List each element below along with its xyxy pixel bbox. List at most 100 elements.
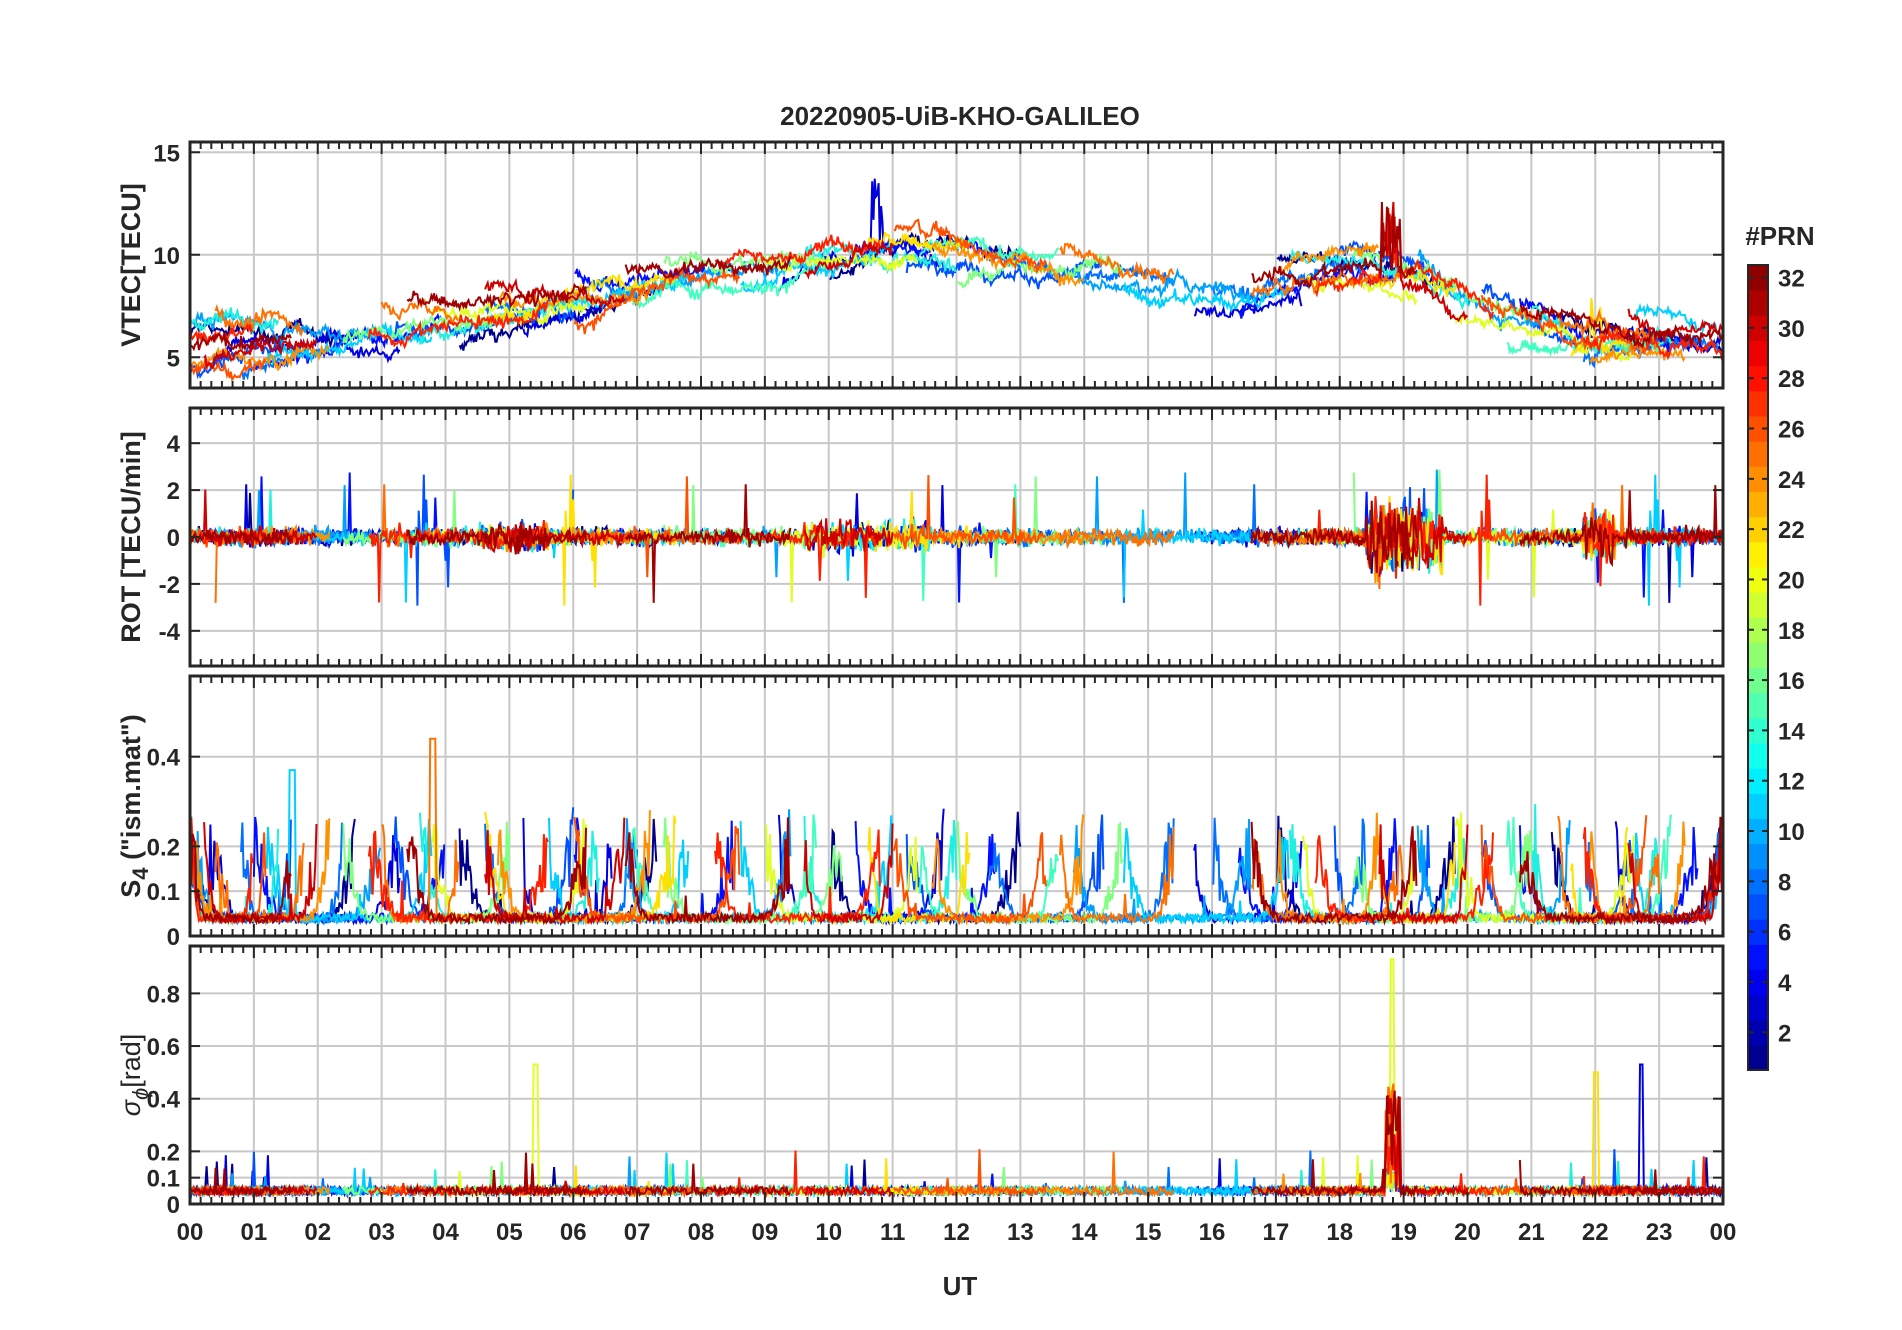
colorbar-segment — [1748, 365, 1768, 392]
x-tick-label: 12 — [943, 1219, 970, 1246]
colorbar-segment — [1748, 642, 1768, 669]
panel-vtec-ticks — [189, 142, 1724, 388]
y-tick-label: 5 — [167, 345, 180, 372]
colorbar-tick-label: 28 — [1778, 366, 1805, 393]
y-tick-label: -2 — [159, 572, 180, 599]
colorbar-tick-label: 22 — [1778, 517, 1805, 544]
colorbar-segment — [1748, 592, 1768, 618]
colorbar-segment — [1748, 868, 1768, 895]
x-tick-label: 00 — [177, 1219, 204, 1246]
colorbar-segment — [1748, 1044, 1768, 1071]
x-tick-label: 18 — [1326, 1219, 1353, 1246]
colorbar-tick-label: 18 — [1778, 618, 1805, 645]
x-axis-label: UT — [943, 1271, 978, 1301]
colorbar-segment — [1748, 315, 1768, 342]
panel-s4-series — [190, 737, 1723, 927]
x-tick-label: 17 — [1263, 1219, 1290, 1246]
panel-s4-ticks — [189, 676, 1724, 937]
x-tick-label: 21 — [1518, 1219, 1545, 1246]
colorbar-segment — [1748, 919, 1768, 945]
series-line-prn-31 — [190, 816, 1723, 926]
panel-s4: 0 0.1 0.2 0.4S4 ("ism.mat") — [116, 674, 1725, 951]
series-line-prn-15 — [342, 469, 1533, 578]
colorbar-segment — [1748, 617, 1768, 643]
colorbar-tick-label: 20 — [1778, 567, 1805, 594]
series-line-prn-15 — [342, 247, 1533, 344]
x-tick-label: 04 — [432, 1219, 459, 1246]
colorbar-segment — [1748, 340, 1768, 367]
colorbar-tick-label: 32 — [1778, 266, 1805, 293]
series-line-prn-30 — [203, 489, 1723, 577]
y-axis-label-s4: S4 ("ism.mat") — [116, 714, 153, 897]
x-tick-label: 10 — [815, 1219, 842, 1246]
y-tick-label: 0 — [167, 525, 180, 552]
colorbar-segment — [1748, 466, 1768, 493]
y-axis-label-rot: ROT [TECU/min] — [116, 431, 146, 642]
x-tick-label: 00 — [1710, 1219, 1737, 1246]
colorbar-label: #PRN — [1745, 221, 1814, 251]
series-line-prn-24 — [190, 240, 1686, 372]
y-axis-label-vtec: VTEC[TECU] — [116, 183, 146, 347]
panel-vtec: 5 10 15 VTEC[TECU] — [116, 140, 1725, 390]
colorbar-segment — [1748, 692, 1768, 719]
y-axis-label-sigphi: σϕ[rad] — [116, 1034, 153, 1117]
colorbar-tick-label: 24 — [1778, 467, 1805, 494]
chart-title: 20220905-UiB-KHO-GALILEO — [780, 101, 1140, 131]
colorbar-tick-label: 26 — [1778, 417, 1805, 444]
colorbar-segment — [1748, 768, 1768, 794]
y-tick-label: 10 — [153, 243, 180, 270]
y-tick-label: 0.6 — [147, 1034, 180, 1061]
x-tick-label: 02 — [304, 1219, 331, 1246]
y-tick-label: 0 — [167, 1192, 180, 1219]
x-tick-label: 11 — [880, 1219, 905, 1246]
colorbar-tick-label: 2 — [1778, 1020, 1791, 1047]
panel-sigphi-ticks — [189, 946, 1724, 1205]
colorbar-segment — [1748, 944, 1768, 970]
panel-sigphi-grid — [190, 946, 1723, 1204]
colorbar-tick-label: 4 — [1778, 970, 1792, 997]
series-line-prn-9 — [190, 249, 1571, 345]
y-tick-label: 0.4 — [147, 745, 181, 772]
x-tick-label: 05 — [496, 1219, 523, 1246]
colorbar-segment — [1748, 1019, 1768, 1046]
series-line-prn-31 — [190, 484, 1723, 603]
colorbar-segment — [1748, 667, 1768, 694]
y-tick-label: 0.1 — [147, 879, 180, 906]
x-tick-label: 03 — [368, 1219, 395, 1246]
colorbar-segment — [1748, 717, 1768, 744]
panel-rot-ticks — [189, 408, 1724, 666]
colorbar-tick-label: 8 — [1778, 869, 1791, 896]
colorbar-tick-label: 12 — [1778, 769, 1805, 796]
x-tick-label: 19 — [1390, 1219, 1417, 1246]
y-tick-label: 0.1 — [147, 1166, 180, 1193]
series-line-prn-26 — [190, 218, 1648, 382]
colorbar-tick-label: 6 — [1778, 920, 1791, 947]
colorbar-segment — [1748, 566, 1768, 593]
x-tick-label: 16 — [1199, 1219, 1226, 1246]
colorbar-segment — [1748, 793, 1768, 820]
colorbar-frame — [1747, 264, 1769, 1071]
x-tick-label: 08 — [688, 1219, 715, 1246]
colorbar-tick-label: 16 — [1778, 668, 1805, 695]
panel-rot: -4 -2 0 2 4 ROT [TECU/min] — [116, 406, 1725, 668]
panel-sigphi: 00.10.2 0.4 0.6 0.8 σϕ[rad] — [116, 944, 1725, 1219]
y-tick-label: 0.8 — [147, 981, 180, 1008]
colorbar-segment — [1748, 742, 1768, 769]
y-tick-label: 2 — [167, 478, 180, 505]
panel-sigphi-series — [190, 958, 1723, 1199]
x-tick-label: 20 — [1454, 1219, 1481, 1246]
colorbar-segment — [1748, 516, 1768, 543]
colorbar-segment — [1748, 491, 1768, 518]
x-tick-label: 07 — [624, 1219, 651, 1246]
x-tick-label: 22 — [1582, 1219, 1609, 1246]
colorbar-segment — [1748, 290, 1768, 316]
x-tick-label: 23 — [1646, 1219, 1673, 1246]
series-line-prn-31 — [190, 1090, 1723, 1199]
x-tick-label: 01 — [241, 1219, 268, 1246]
y-tick-label: -4 — [159, 619, 181, 646]
colorbar-segment — [1748, 541, 1768, 568]
colorbar-segment — [1748, 994, 1768, 1021]
